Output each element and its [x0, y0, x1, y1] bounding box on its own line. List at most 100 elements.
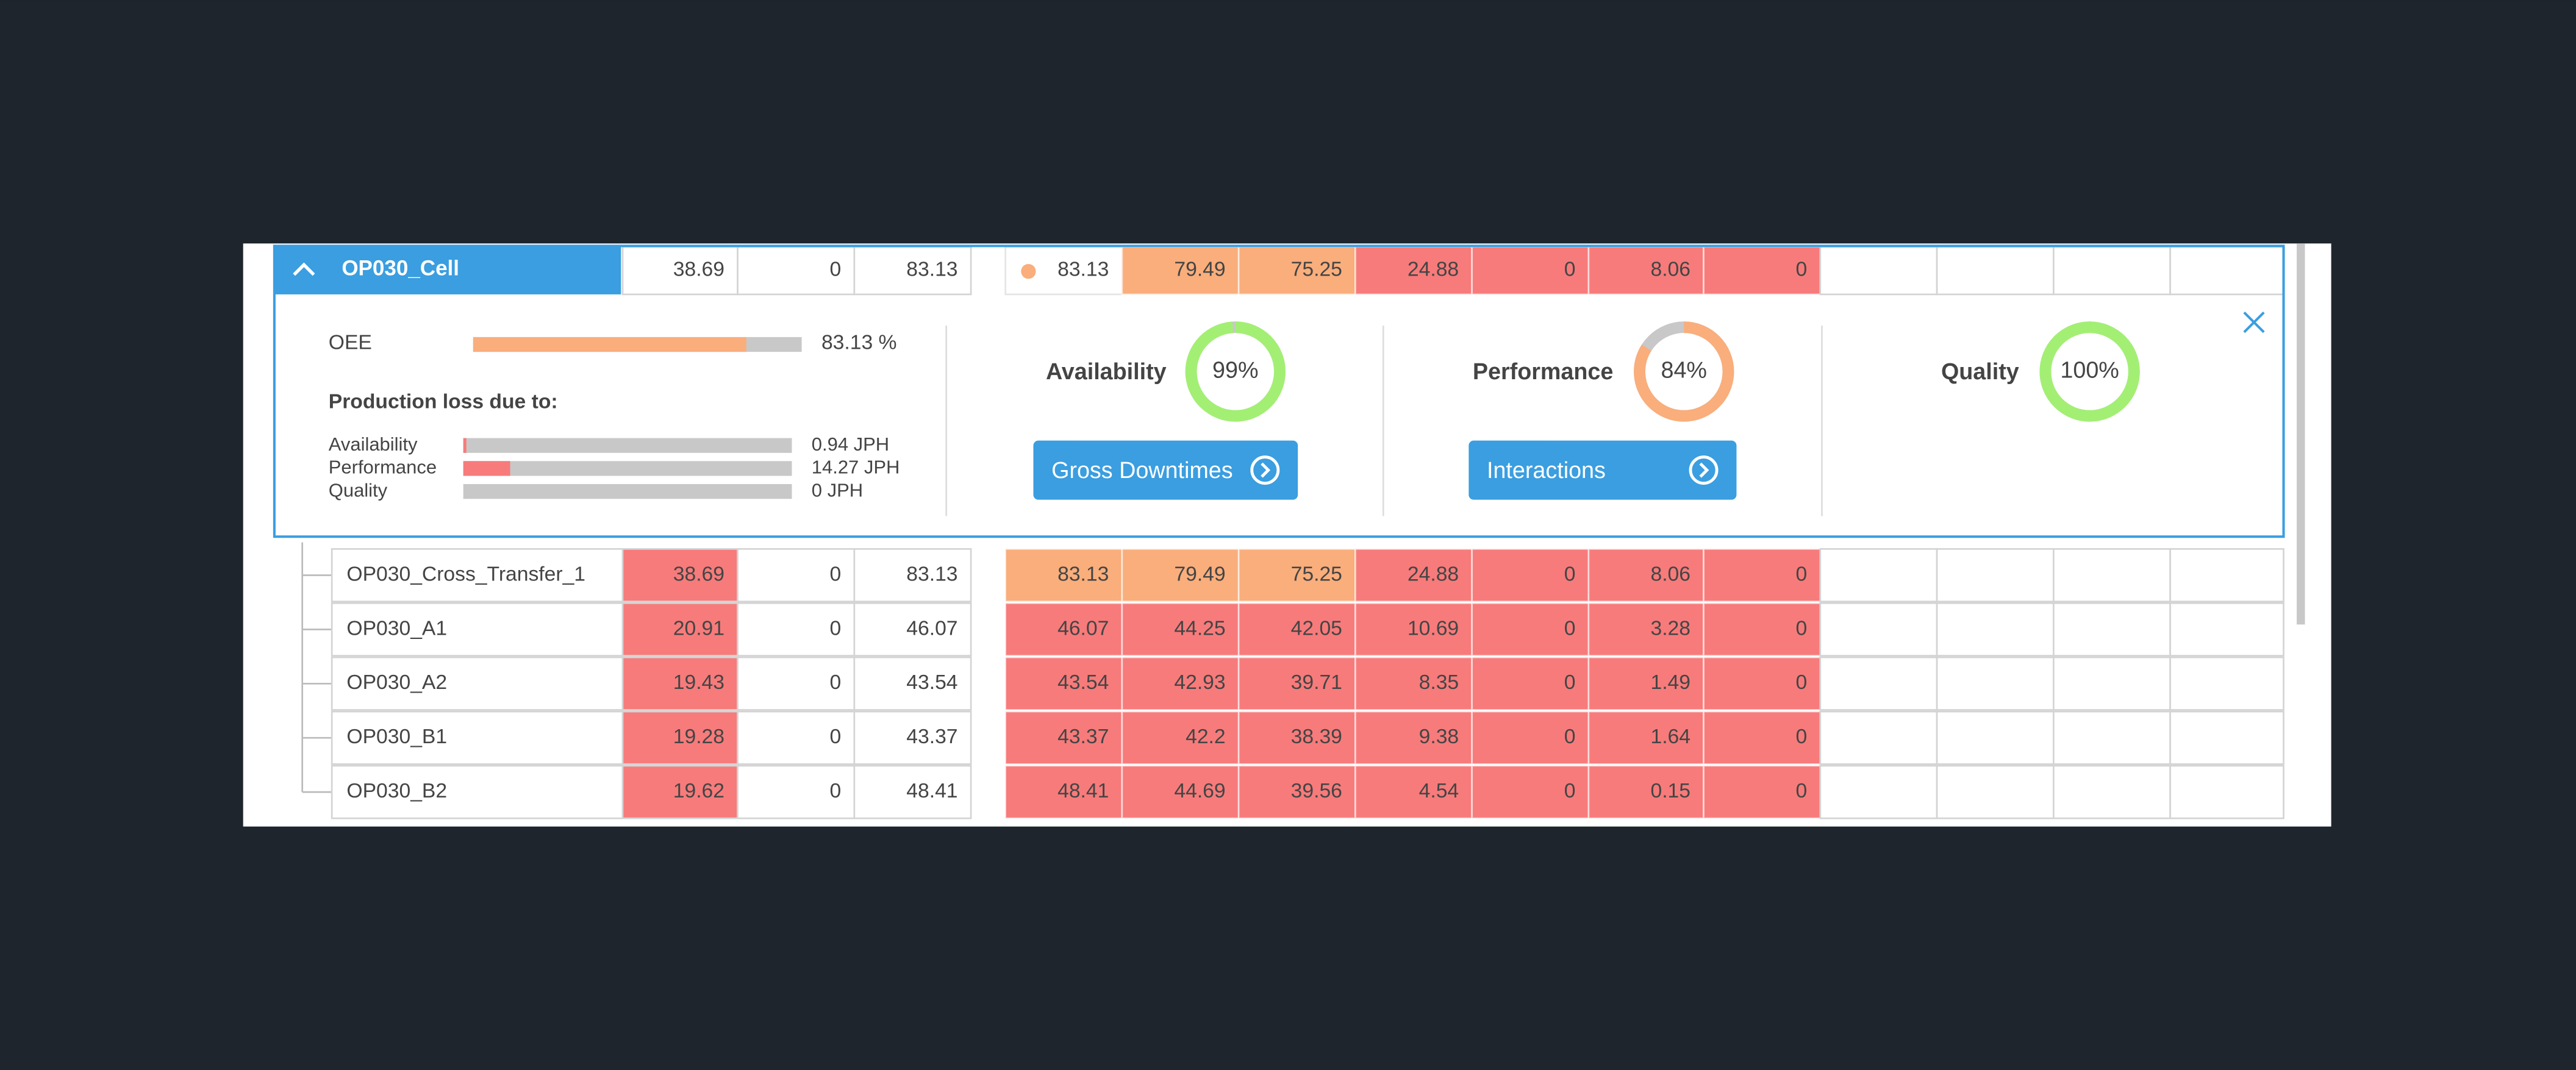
- empty-cell: [2053, 602, 2171, 657]
- cell: [1237, 765, 1356, 819]
- cell: [1703, 602, 1822, 657]
- cell: [853, 656, 972, 711]
- cell: [1354, 656, 1473, 711]
- loss-bar: [463, 438, 467, 453]
- cell: [853, 548, 972, 602]
- cell: [1004, 656, 1123, 711]
- empty-cell: [1819, 710, 1938, 765]
- name-cell[interactable]: [331, 602, 624, 657]
- close-button[interactable]: [2243, 312, 2265, 333]
- selection-outline: [273, 244, 2285, 538]
- cell-value: 75.25: [1291, 259, 1342, 281]
- cell-value: 0: [1564, 259, 1576, 281]
- cell: [1121, 765, 1240, 819]
- bar-track: [463, 438, 792, 453]
- cell-value: 48.41: [906, 780, 957, 802]
- cell: [1471, 246, 1590, 296]
- scrollbar[interactable]: [2297, 243, 2305, 625]
- cell-value: 0: [1796, 617, 1808, 640]
- cell-value: 0: [830, 780, 842, 802]
- kpi-label: Availability: [1046, 358, 1167, 384]
- loss-value: 14.27 JPH: [812, 457, 900, 478]
- cell-value: 46.07: [906, 617, 957, 640]
- cell-value: 83.13: [1057, 563, 1109, 585]
- loss-value: 0 JPH: [812, 479, 863, 501]
- cell: [1703, 246, 1822, 296]
- empty-cell: [2053, 765, 2171, 819]
- cell-value: 19.62: [673, 780, 724, 802]
- cell: [737, 548, 856, 602]
- loss-label: Quality: [329, 479, 388, 501]
- name-cell[interactable]: [331, 548, 624, 602]
- name-cell[interactable]: [331, 710, 624, 765]
- cell: [1004, 548, 1123, 602]
- cell: [1471, 602, 1590, 657]
- empty-cell: [2053, 246, 2171, 296]
- button-icon-arrow: [1261, 462, 1271, 478]
- cell-value: 4.54: [1419, 780, 1459, 802]
- cell: [1004, 602, 1123, 657]
- cell: [1237, 246, 1356, 296]
- cell-value: 24.88: [1408, 259, 1459, 281]
- cell-value: 0: [830, 726, 842, 748]
- cell: [621, 710, 739, 765]
- cell: [1587, 602, 1705, 657]
- name-cell[interactable]: [331, 765, 624, 819]
- row-name: OP030_A1: [346, 617, 447, 640]
- empty-cell: [1819, 765, 1938, 819]
- collapse-icon[interactable]: [293, 262, 315, 276]
- cell-value: 48.41: [1057, 780, 1109, 802]
- cell: [1354, 765, 1473, 819]
- bar-track: [463, 483, 792, 499]
- cell-value: 38.39: [1291, 726, 1342, 748]
- row-name: OP030_Cell: [342, 257, 459, 280]
- cell-value: 0: [1796, 780, 1808, 802]
- loss-title: Production loss due to:: [329, 391, 558, 413]
- empty-cell: [2169, 710, 2284, 765]
- cell-value: 10.69: [1408, 617, 1459, 640]
- empty-cell: [1819, 548, 1938, 602]
- cell: [737, 765, 856, 819]
- cell-value: 39.56: [1291, 780, 1342, 802]
- cell-value: 19.43: [673, 671, 724, 694]
- cell-value: 0: [830, 671, 842, 694]
- cell: [1354, 548, 1473, 602]
- empty-cell: [1936, 548, 2055, 602]
- cell-value: 39.71: [1291, 671, 1342, 694]
- donut-arc: [2039, 321, 2140, 422]
- button-icon: [1689, 455, 1719, 485]
- row-header[interactable]: [274, 246, 621, 294]
- cell: [1471, 548, 1590, 602]
- name-cell[interactable]: [331, 656, 624, 711]
- cell: [1587, 765, 1705, 819]
- button[interactable]: [1469, 440, 1737, 500]
- empty-cell: [2053, 710, 2171, 765]
- bar-track: [463, 461, 792, 476]
- cell: [1703, 656, 1822, 711]
- cell-value: 0: [1564, 617, 1576, 640]
- button[interactable]: [1033, 440, 1298, 500]
- empty-cell: [2169, 602, 2284, 657]
- row-name: OP030_B2: [346, 780, 447, 802]
- cell-value: 42.2: [1186, 726, 1226, 748]
- cell-value: 38.69: [673, 563, 724, 585]
- cell: [1587, 548, 1705, 602]
- loss-value: 0.94 JPH: [812, 433, 889, 455]
- cell: [737, 656, 856, 711]
- cell: [853, 710, 972, 765]
- cell-value: 8.06: [1650, 259, 1690, 281]
- empty-cell: [1936, 765, 2055, 819]
- button-label: Interactions: [1487, 457, 1606, 483]
- cell: [1587, 246, 1705, 296]
- oee-bar: [473, 337, 746, 352]
- empty-cell: [2169, 656, 2284, 711]
- cell: [1471, 656, 1590, 711]
- cell-value: 0: [1796, 671, 1808, 694]
- cell-value: 46.07: [1057, 617, 1109, 640]
- cell-value: 83.13: [906, 563, 957, 585]
- cell-value: 43.54: [1057, 671, 1109, 694]
- row-name: OP030_B1: [346, 726, 447, 748]
- cell: [1354, 710, 1473, 765]
